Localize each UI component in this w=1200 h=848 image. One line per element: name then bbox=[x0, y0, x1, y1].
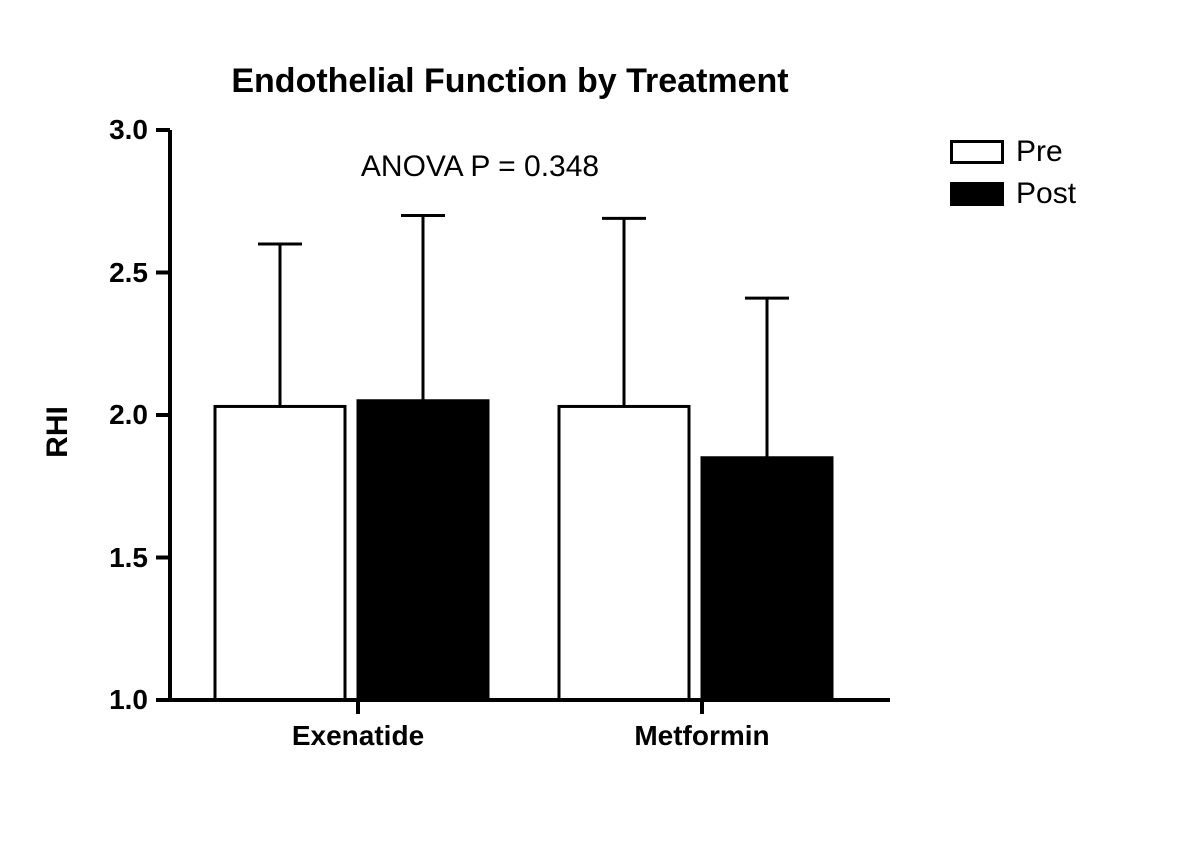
bar-exenatide-pre bbox=[215, 406, 345, 700]
bar-metformin-pre bbox=[559, 406, 689, 700]
ytick-label: 1.5 bbox=[109, 542, 148, 574]
chart-svg bbox=[0, 0, 1200, 848]
chart-container: Endothelial Function by Treatment ANOVA … bbox=[0, 0, 1200, 848]
y-axis-label: RHI bbox=[41, 406, 75, 458]
ytick-label: 3.0 bbox=[109, 114, 148, 146]
legend-swatch bbox=[950, 182, 1004, 206]
legend-swatch bbox=[950, 140, 1004, 164]
chart-title: Endothelial Function by Treatment bbox=[130, 62, 890, 101]
x-category-label: Exenatide bbox=[268, 720, 448, 752]
bar-metformin-post bbox=[702, 458, 832, 700]
ytick-label: 2.5 bbox=[109, 257, 148, 289]
ytick-label: 1.0 bbox=[109, 684, 148, 716]
legend-label: Post bbox=[1016, 177, 1076, 211]
legend-item: Post bbox=[950, 177, 1076, 211]
ytick-label: 2.0 bbox=[109, 399, 148, 431]
legend-label: Pre bbox=[1016, 135, 1063, 169]
bar-exenatide-post bbox=[358, 401, 488, 700]
legend-item: Pre bbox=[950, 135, 1076, 169]
x-category-label: Metformin bbox=[612, 720, 792, 752]
legend: Pre Post bbox=[950, 135, 1076, 219]
chart-annotation: ANOVA P = 0.348 bbox=[300, 150, 660, 184]
